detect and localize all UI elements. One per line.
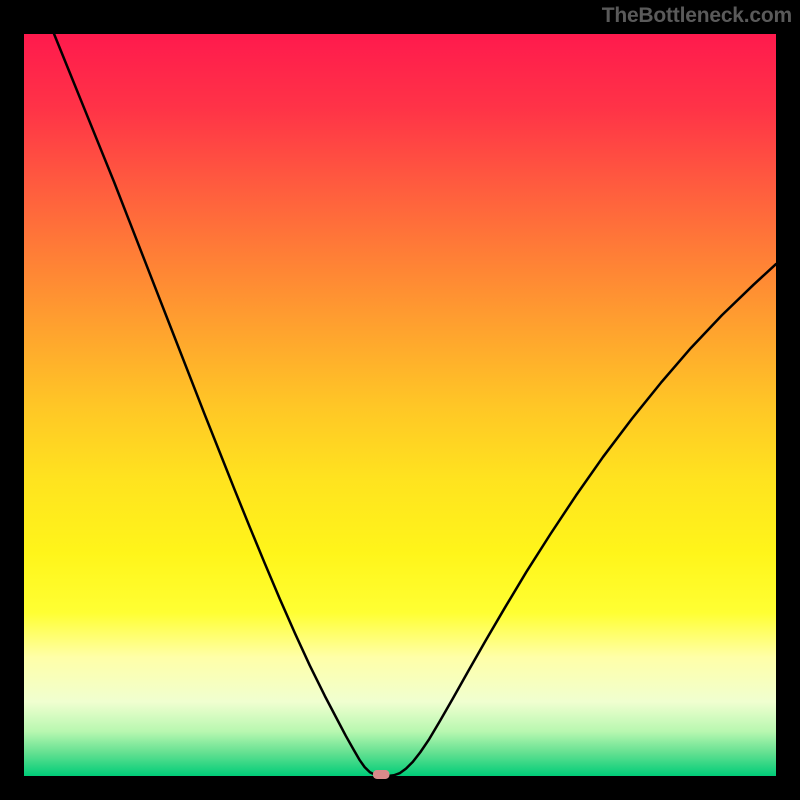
- watermark-text: TheBottleneck.com: [602, 4, 792, 28]
- bottleneck-chart: [0, 0, 800, 800]
- min-marker: [373, 770, 390, 779]
- plot-area-gradient: [24, 34, 776, 776]
